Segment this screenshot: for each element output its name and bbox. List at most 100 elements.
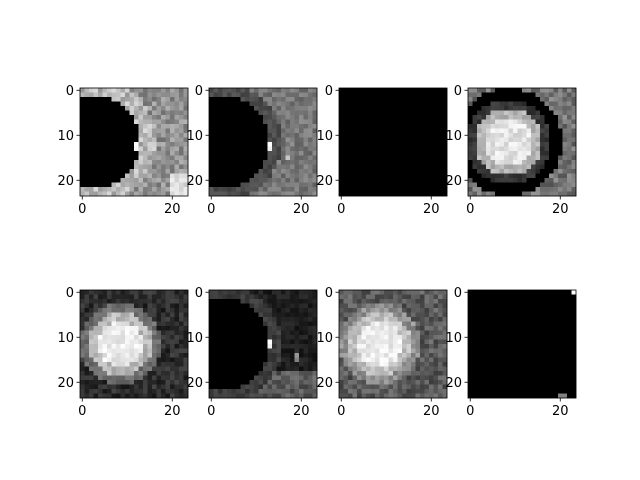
heatmap-cell	[93, 92, 99, 98]
heatmap-cell	[84, 191, 90, 197]
heatmap-cell	[388, 101, 394, 107]
heatmap-cell	[156, 191, 162, 197]
heatmap-cell	[290, 101, 295, 107]
heatmap-cell	[424, 308, 430, 313]
heatmap-cell	[138, 299, 144, 304]
heatmap-cell	[352, 173, 358, 179]
heatmap-cell	[165, 106, 171, 111]
heatmap-cell	[438, 169, 443, 174]
heatmap-cell	[571, 308, 577, 313]
heatmap-cell	[116, 88, 121, 93]
heatmap-cell	[499, 290, 505, 295]
heatmap-cell	[161, 106, 166, 111]
heatmap-cell	[183, 303, 189, 309]
heatmap-cell	[249, 137, 255, 143]
heatmap-cell	[294, 128, 300, 134]
heatmap-cell	[161, 357, 166, 363]
heatmap-cell	[393, 389, 398, 394]
heatmap-cell	[236, 380, 241, 385]
heatmap-cell	[442, 321, 448, 327]
heatmap-cell	[397, 317, 403, 322]
heatmap-cell	[571, 348, 577, 354]
heatmap-cell	[352, 187, 358, 192]
heatmap-cell	[276, 353, 282, 358]
heatmap-cell	[508, 357, 514, 363]
heatmap-cell	[312, 115, 318, 120]
heatmap-cell	[107, 393, 112, 399]
heatmap-cell	[357, 137, 362, 143]
heatmap-cell	[339, 133, 344, 138]
heatmap-cell	[438, 151, 443, 156]
heatmap-cell	[361, 128, 367, 134]
heatmap-cell	[504, 326, 509, 331]
heatmap-cell	[352, 357, 358, 363]
heatmap-cell	[267, 119, 273, 125]
heatmap-cell	[299, 164, 304, 170]
heatmap-cell	[290, 137, 295, 143]
heatmap-cell	[116, 151, 121, 156]
heatmap-cell	[98, 375, 103, 381]
heatmap-cell	[384, 97, 389, 102]
heatmap-cell	[209, 389, 214, 394]
heatmap-cell	[231, 339, 237, 345]
heatmap-cell	[183, 119, 189, 125]
heatmap-cell	[535, 375, 541, 381]
heatmap-cell	[379, 371, 385, 376]
heatmap-cell	[281, 317, 286, 322]
heatmap-cell	[558, 142, 563, 147]
heatmap-cell	[183, 330, 189, 336]
heatmap-cell	[481, 164, 487, 170]
heatmap-cell	[388, 348, 394, 354]
heatmap-cell	[209, 178, 214, 183]
heatmap-cell	[406, 366, 412, 372]
heatmap-cell	[179, 155, 184, 161]
heatmap-cell	[161, 151, 166, 156]
heatmap-cell	[147, 384, 153, 390]
heatmap-cell	[357, 155, 362, 161]
heatmap-cell	[558, 326, 563, 331]
heatmap-cell	[361, 393, 367, 399]
heatmap-cell	[486, 312, 491, 318]
heatmap-cell	[179, 330, 184, 336]
heatmap-cell	[84, 178, 90, 183]
heatmap-cell	[276, 303, 282, 309]
heatmap-cell	[424, 137, 430, 143]
heatmap-cell	[477, 339, 482, 345]
heatmap-cell	[299, 330, 304, 336]
heatmap-cell	[504, 151, 509, 156]
heatmap-cell	[393, 321, 398, 327]
heatmap-cell	[93, 133, 99, 138]
heatmap-cell	[499, 101, 505, 107]
heatmap-cell	[179, 294, 184, 300]
heatmap-cell	[472, 330, 478, 336]
heatmap-cell	[415, 326, 421, 331]
heatmap-cell	[285, 371, 291, 376]
heatmap-cell	[388, 164, 394, 170]
heatmap-cell	[540, 344, 545, 349]
heatmap-cell	[472, 124, 478, 129]
heatmap-cell	[218, 330, 223, 336]
heatmap-cell	[116, 173, 121, 179]
heatmap-cell	[424, 326, 430, 331]
heatmap-cell	[472, 187, 478, 192]
heatmap-cell	[442, 326, 448, 331]
heatmap-cell	[134, 133, 139, 138]
heatmap-cell	[531, 137, 536, 143]
heatmap-cell	[508, 317, 514, 322]
heatmap-cell	[495, 128, 500, 134]
heatmap-cell	[254, 321, 259, 327]
heatmap-cell	[348, 380, 353, 385]
heatmap-cell	[107, 119, 112, 125]
heatmap-cell	[152, 389, 157, 394]
heatmap-cell	[290, 366, 295, 372]
heatmap-cell	[240, 299, 246, 304]
heatmap-cell	[357, 146, 362, 152]
heatmap-cell	[227, 182, 232, 188]
heatmap-cell	[156, 344, 162, 349]
heatmap-cell	[553, 290, 559, 295]
heatmap-cell	[299, 375, 304, 381]
heatmap-cell	[486, 110, 491, 116]
heatmap-cell	[517, 348, 523, 354]
heatmap-cell	[231, 151, 237, 156]
heatmap-cell	[98, 160, 103, 165]
